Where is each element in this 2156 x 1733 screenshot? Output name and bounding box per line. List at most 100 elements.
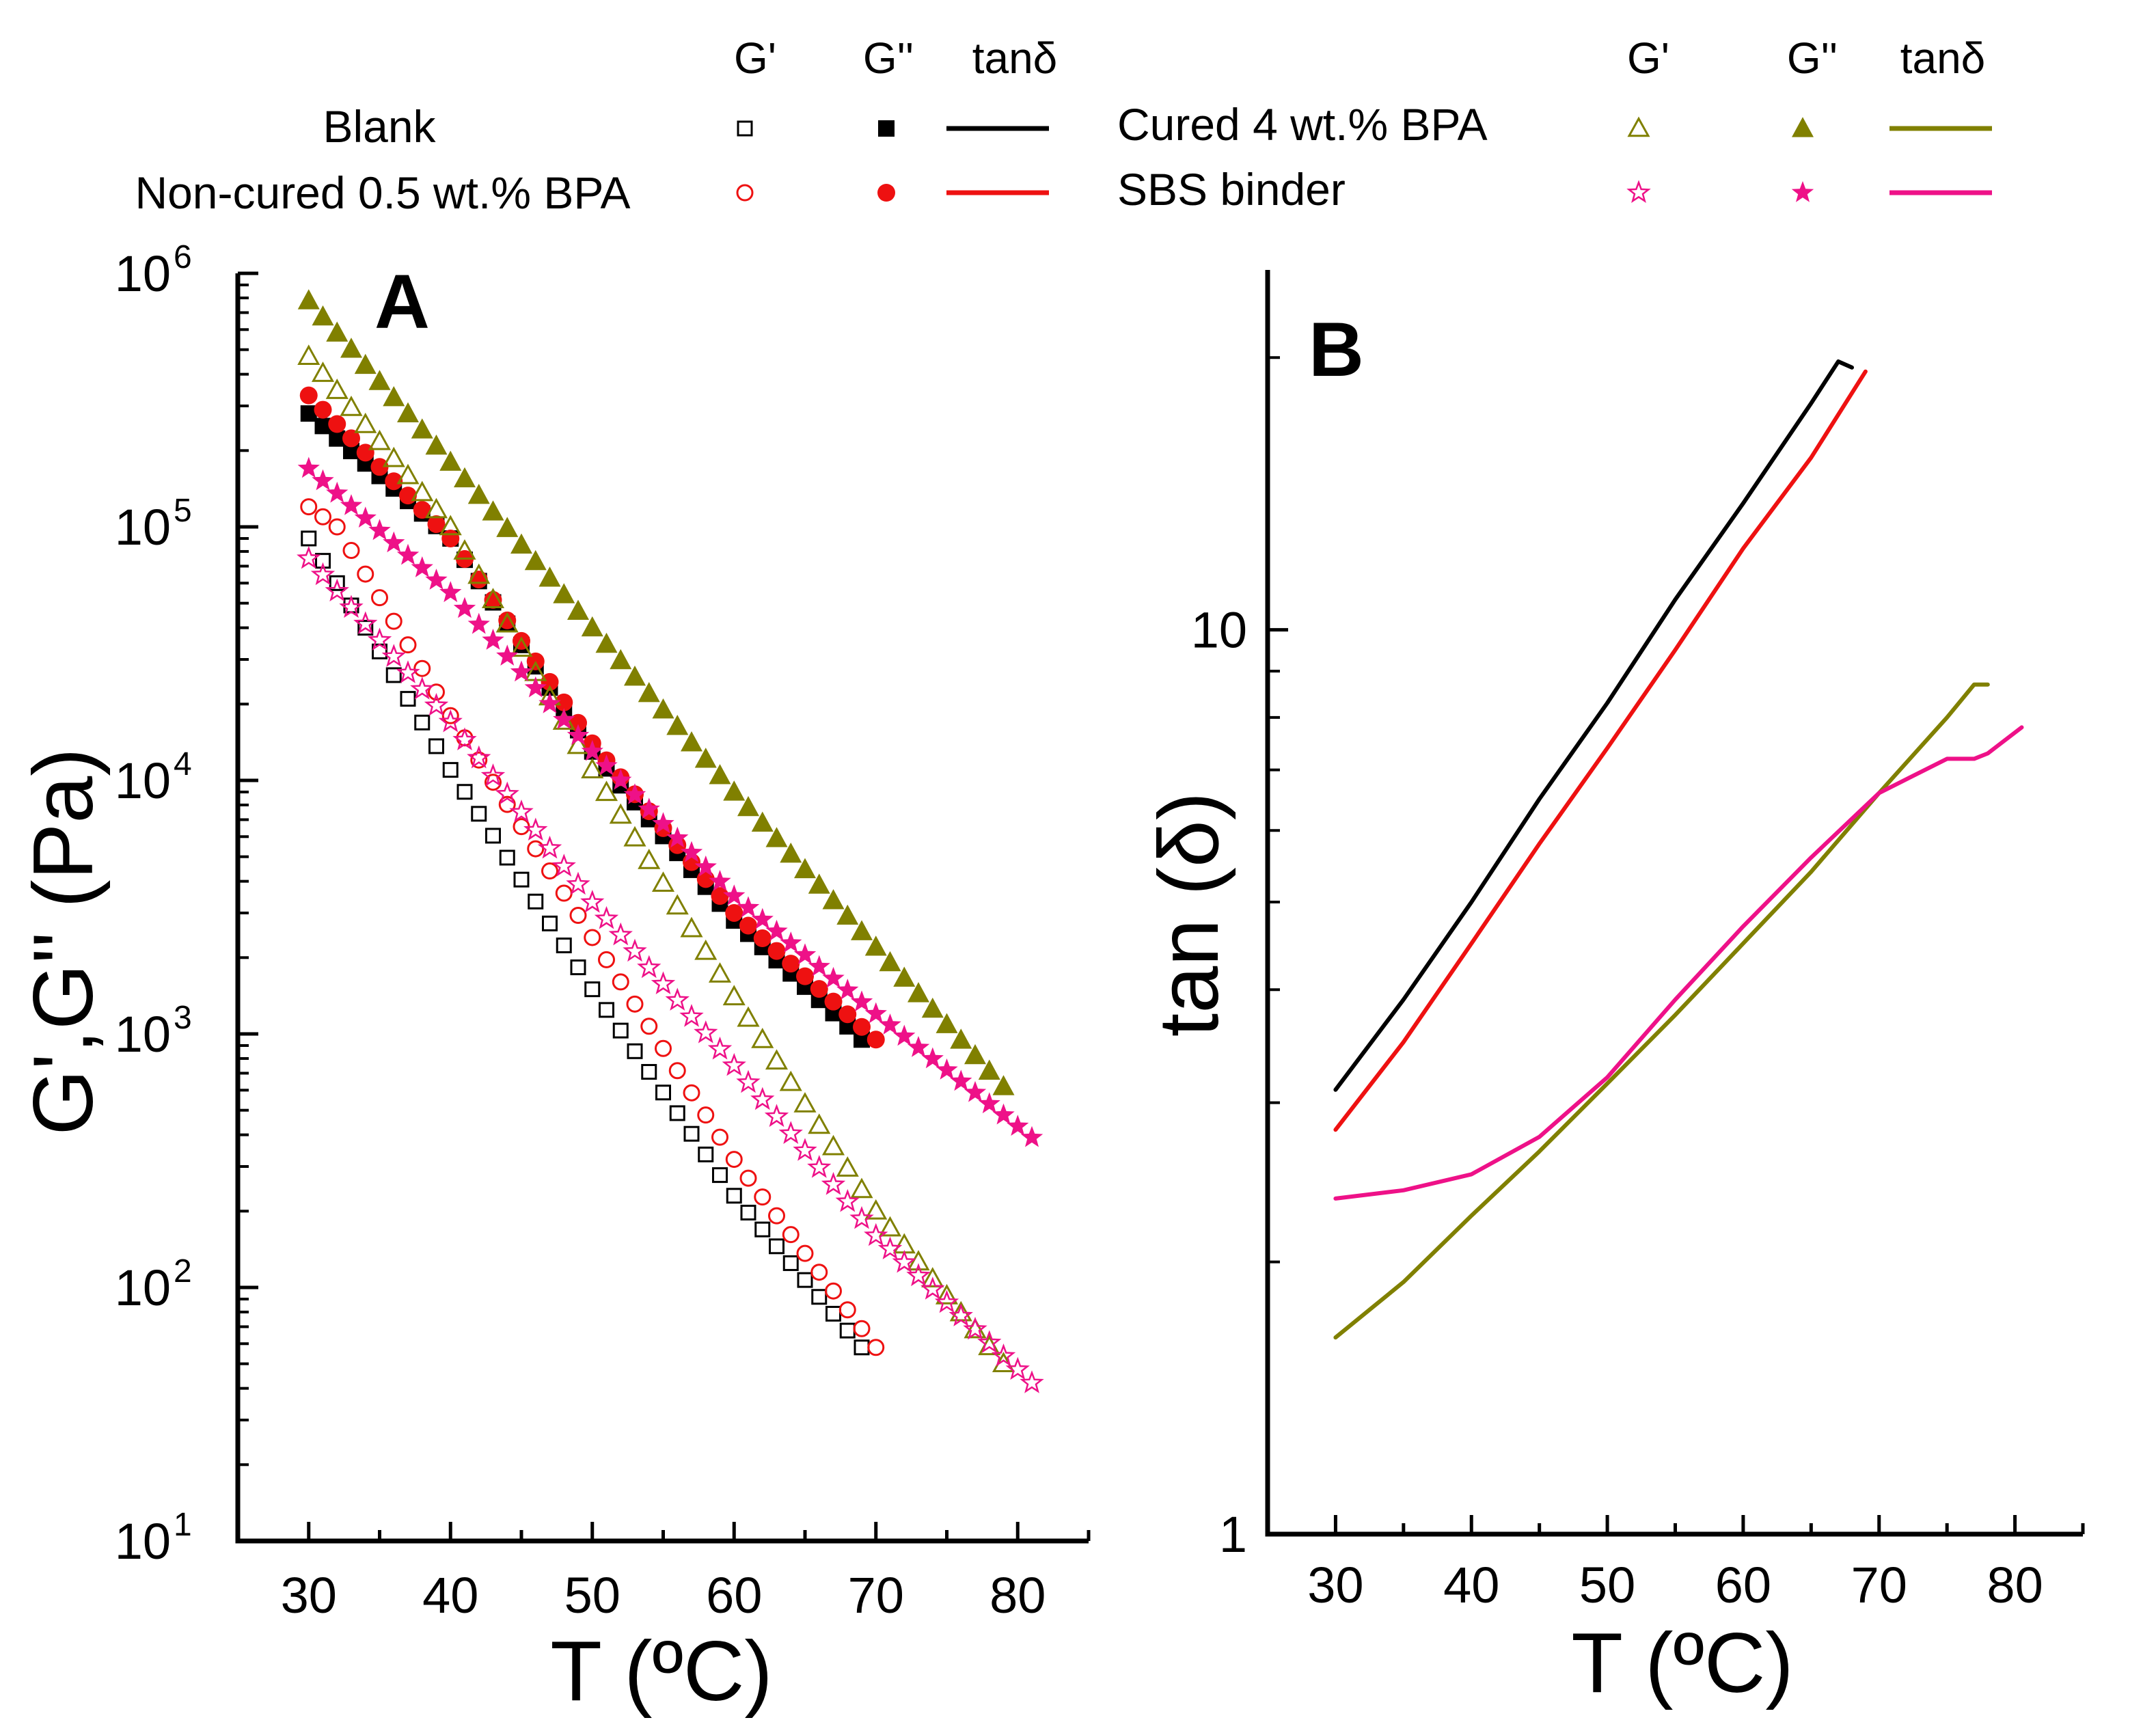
data-point (439, 581, 462, 603)
legend: G' G'' tanδ G' G'' tanδ Blank Non-cured … (135, 33, 1992, 218)
data-point (342, 542, 360, 560)
data-point (669, 1105, 685, 1121)
panel-b-x-tick-label: 70 (1851, 1557, 1907, 1613)
data-point (879, 951, 901, 972)
series-sbs-binder-g (297, 456, 1043, 1147)
data-point (864, 1002, 887, 1024)
data-point (935, 1283, 959, 1305)
data-point (782, 1226, 800, 1244)
data-point (722, 1052, 746, 1076)
data-point (598, 951, 615, 968)
panel-a-x-tick-label: 40 (422, 1567, 478, 1624)
data-point (751, 908, 774, 929)
data-point (992, 1075, 1015, 1095)
legend-marker-sbs-binder-gdoubleprime (1791, 181, 1814, 202)
legend-header-tandelta-left: tanδ (972, 33, 1058, 83)
data-point (811, 1289, 828, 1305)
data-point (524, 549, 547, 571)
data-point (485, 828, 501, 844)
data-point (555, 693, 573, 711)
data-point (513, 871, 530, 888)
data-point (556, 937, 572, 953)
data-point (510, 533, 532, 554)
series-line-non-cured-0-5-wt-bpa-tan (1333, 369, 1868, 1132)
data-point (851, 920, 873, 940)
data-point (541, 672, 559, 691)
data-point (427, 515, 446, 534)
data-point (553, 583, 575, 603)
panel-b-x-tick-label: 50 (1579, 1557, 1635, 1613)
data-point (357, 620, 374, 636)
data-point (779, 1070, 802, 1091)
data-point (637, 955, 661, 979)
data-point (853, 1320, 871, 1337)
data-point (864, 1199, 888, 1220)
data-point (396, 660, 420, 683)
data-point (413, 501, 431, 519)
data-point (892, 1233, 916, 1254)
data-point (339, 595, 364, 618)
legend-label-cured: Cured 4 wt.% BPA (1117, 99, 1488, 150)
data-point (1007, 1115, 1029, 1136)
data-point (482, 500, 504, 521)
data-point (612, 973, 629, 991)
data-point (906, 1263, 931, 1287)
data-point (683, 1084, 700, 1102)
data-point (808, 873, 830, 894)
legend-label-blank: Blank (323, 101, 436, 152)
data-point (425, 434, 448, 455)
data-point (312, 469, 334, 491)
data-point (850, 990, 873, 1012)
data-point (480, 763, 506, 787)
data-point (824, 992, 843, 1011)
data-point (453, 539, 476, 560)
data-point (765, 827, 788, 847)
data-point (410, 677, 435, 700)
data-point (769, 1238, 784, 1255)
data-point (651, 971, 676, 994)
data-point (867, 1339, 885, 1356)
data-point (627, 1043, 643, 1059)
data-point (626, 995, 644, 1013)
data-point (825, 1305, 841, 1322)
data-point (612, 1022, 629, 1039)
data-point (765, 1049, 789, 1070)
data-point (509, 800, 534, 823)
data-point (655, 1084, 671, 1101)
data-point (381, 644, 406, 667)
panel-b-axis-frame (1265, 270, 2083, 1537)
data-point (666, 894, 689, 915)
data-point (581, 616, 603, 637)
data-point (310, 562, 336, 586)
data-point (342, 429, 360, 448)
data-point (537, 835, 562, 859)
legend-marker-non-cured-0-5-wt-bpa-gprime (736, 184, 754, 202)
data-point (340, 494, 363, 515)
data-point (314, 418, 331, 435)
data-point (439, 515, 462, 536)
data-point (581, 758, 604, 778)
data-point (810, 1264, 828, 1281)
data-point (469, 570, 488, 588)
data-point (599, 1002, 614, 1018)
data-point (694, 855, 717, 877)
data-point (666, 715, 689, 735)
data-point (864, 1223, 888, 1246)
data-point (936, 1058, 958, 1080)
data-point (329, 575, 345, 591)
data-point (683, 1125, 700, 1142)
data-point (825, 1282, 842, 1300)
panel-a-x-axis-title: T (ºC) (550, 1624, 772, 1719)
data-point (584, 981, 601, 998)
panel-b-y-tick-label: 10 (1191, 602, 1247, 659)
data-point (764, 1104, 789, 1128)
data-point (485, 774, 502, 791)
data-point (907, 1036, 930, 1057)
data-point (442, 762, 459, 778)
data-point (853, 1018, 871, 1036)
legend-label-noncured: Non-cured 0.5 wt.% BPA (135, 167, 630, 218)
panel-b: B 30 40 50 60 70 80 1 10 T (ºC) tan (δ) (1142, 270, 2085, 1710)
data-point (822, 889, 845, 910)
